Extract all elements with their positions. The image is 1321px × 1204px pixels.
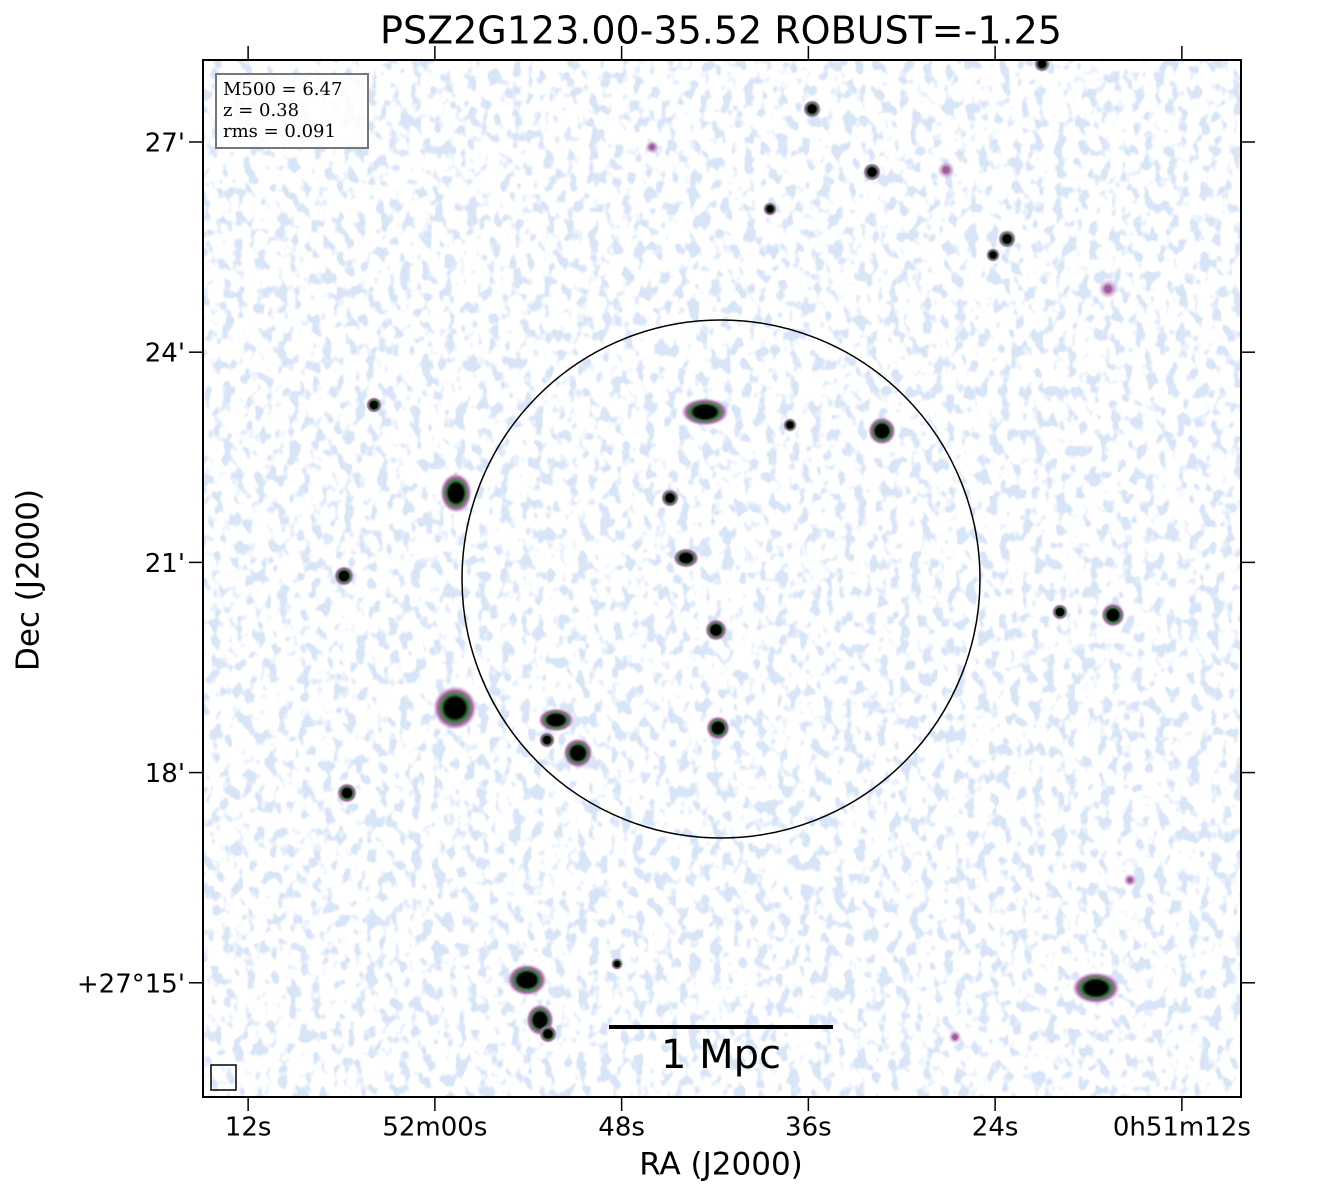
y-tick-label: 27' — [145, 128, 185, 158]
y-tick-label: 18' — [145, 759, 185, 789]
x-tick-label: 24s — [972, 1113, 1019, 1143]
x-tick-label: 48s — [598, 1113, 645, 1143]
info-box — [215, 73, 369, 149]
x-tick-label: 0h51m12s — [1113, 1113, 1251, 1143]
annotation: rms = 0.091 — [223, 121, 336, 142]
annotation: M500 = 6.47 — [223, 79, 342, 100]
image — [203, 60, 1241, 1097]
scalebar-label: 1 Mpc — [661, 1032, 781, 1078]
y-tick-label: 24' — [145, 339, 185, 369]
plot-frame — [202, 59, 1242, 1098]
axes: 12s 52m00s 48s 36s 24s 0h51m12s 27' 24' 21' 18' +2… — [77, 46, 1255, 1143]
x-tick-label: 36s — [785, 1113, 832, 1143]
y-axis-label: Dec (J2000) — [11, 489, 47, 671]
x-tick-label: 12s — [225, 1113, 272, 1143]
x-axis-label: RA (J2000) — [639, 1147, 803, 1183]
y-tick-label: +27°15' — [77, 969, 185, 999]
beam-box — [210, 1064, 237, 1091]
y-tick-label: 21' — [145, 549, 185, 579]
x-tick-label: 52m00s — [382, 1113, 487, 1143]
chart-title: PSZ2G123.00-35.52 ROBUST=-1.25 — [380, 9, 1062, 53]
sources — [334, 60, 1137, 1044]
r500-circle — [461, 319, 981, 839]
annotation: z = 0.38 — [223, 100, 299, 121]
